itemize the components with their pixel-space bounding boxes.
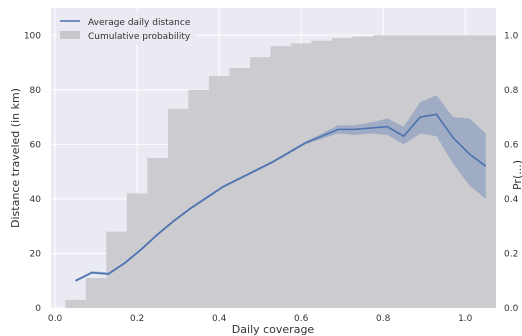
probability-bar bbox=[270, 46, 291, 308]
y-tick-label: 100 bbox=[24, 31, 41, 41]
probability-bar bbox=[106, 231, 127, 308]
right-tick-label: 0.8 bbox=[504, 86, 519, 96]
probability-bar bbox=[311, 40, 332, 309]
confidence-band bbox=[75, 95, 486, 283]
cumulative-probability-bars bbox=[65, 35, 496, 309]
x-tick-label: 0.6 bbox=[294, 314, 309, 324]
probability-bar bbox=[229, 68, 250, 308]
right-tick-label: 0.6 bbox=[504, 140, 519, 150]
y-axis-label: Distance traveled (in km) bbox=[9, 88, 22, 228]
probability-bar bbox=[65, 299, 86, 308]
legend: Average daily distance Cumulative probab… bbox=[56, 12, 196, 45]
x-tick-label: 1.0 bbox=[458, 314, 473, 324]
probability-bar bbox=[372, 35, 394, 308]
right-axis-ticks: 0.0 0.2 0.4 0.6 0.8 1.0 bbox=[504, 31, 519, 314]
y-tick-label: 80 bbox=[30, 86, 42, 96]
x-tick-label: 0.4 bbox=[212, 314, 227, 324]
right-tick-label: 0.4 bbox=[504, 195, 519, 205]
probability-bar bbox=[188, 89, 209, 309]
probability-bar bbox=[475, 35, 496, 308]
right-tick-label: 0.0 bbox=[504, 304, 519, 314]
probability-bar bbox=[85, 278, 107, 308]
probability-bar bbox=[331, 38, 353, 308]
right-tick-label: 1.0 bbox=[504, 31, 519, 41]
probability-bar bbox=[249, 57, 271, 308]
x-axis-ticks: 0.0 0.2 0.4 0.6 0.8 1.0 bbox=[48, 314, 473, 324]
legend-bar-label: Cumulative probability bbox=[88, 32, 191, 42]
probability-bar bbox=[434, 35, 455, 308]
x-axis-label: Daily coverage bbox=[232, 323, 315, 336]
probability-bar bbox=[167, 108, 189, 308]
probability-bar bbox=[208, 76, 230, 308]
legend-box bbox=[56, 12, 196, 45]
y-tick-label: 60 bbox=[30, 140, 42, 150]
probability-bar bbox=[413, 35, 435, 308]
y-tick-label: 0 bbox=[35, 304, 41, 314]
probability-bar bbox=[290, 43, 312, 309]
y-tick-label: 40 bbox=[30, 195, 42, 205]
x-tick-label: 0.8 bbox=[376, 314, 391, 324]
probability-bar bbox=[454, 35, 476, 308]
x-tick-label: 0.2 bbox=[130, 314, 144, 324]
right-tick-label: 0.2 bbox=[504, 249, 518, 259]
right-axis-label: Pr(...) bbox=[511, 160, 522, 190]
y-tick-label: 20 bbox=[30, 249, 42, 259]
average-daily-distance-line bbox=[75, 113, 487, 282]
x-tick-label: 0.0 bbox=[48, 314, 63, 324]
legend-line-label: Average daily distance bbox=[88, 18, 191, 28]
y-axis-ticks: 0 20 40 60 80 100 bbox=[24, 31, 41, 314]
legend-bar-swatch bbox=[60, 31, 80, 39]
probability-bar bbox=[352, 36, 373, 309]
probability-bar bbox=[147, 158, 168, 308]
probability-bar bbox=[393, 35, 414, 308]
probability-bar bbox=[126, 193, 148, 308]
